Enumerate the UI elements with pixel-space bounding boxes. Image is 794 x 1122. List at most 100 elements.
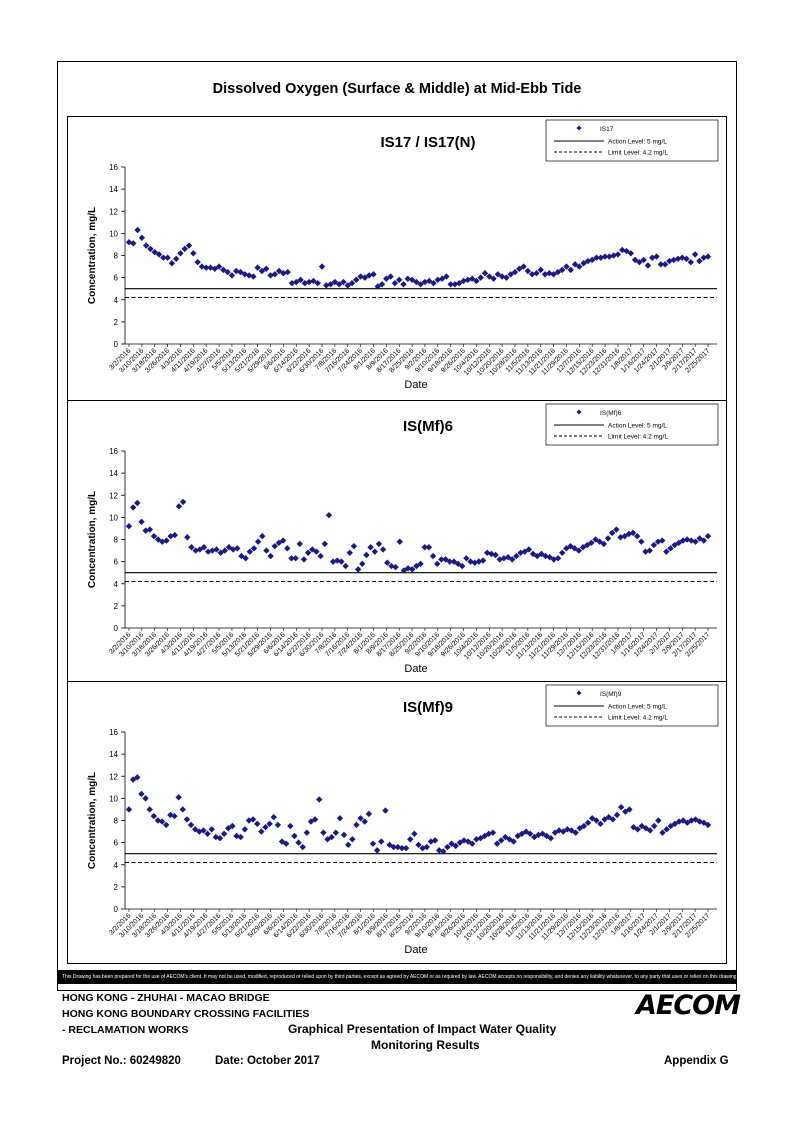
data-point [299,843,306,851]
data-point [378,838,385,845]
legend-limit-label: Limit Level: 4.2 mg/L [608,715,668,722]
y-tick-label: 8 [114,536,119,545]
data-point [353,276,360,284]
data-point [622,808,629,815]
data-point [619,246,626,254]
data-point [644,262,652,269]
data-point [336,815,344,822]
data-point [300,556,308,563]
y-tick-label: 14 [109,750,118,759]
data-point [342,562,349,570]
data-point [271,271,279,278]
data-point [183,816,191,823]
data-point [413,278,420,286]
y-tick-label: 0 [114,905,119,914]
data-point [370,271,377,278]
y-tick-label: 2 [114,318,119,327]
data-point [450,558,458,565]
data-point [325,511,333,519]
data-point [332,829,339,836]
data-point [533,270,540,277]
data-point [142,242,150,249]
data-point [291,832,298,840]
chart-title: IS(Mf)6 [403,418,453,435]
data-point [640,256,647,264]
report-date: Date: October 2017 [215,1055,320,1067]
data-point [576,263,583,270]
data-point [353,821,360,829]
data-point [579,544,587,551]
data-point [625,530,633,538]
data-point [331,278,339,286]
data-point [215,263,223,270]
data-point [522,828,530,835]
data-point [430,279,437,287]
data-point [704,253,712,260]
data-point [328,833,335,841]
y-tick-label: 12 [109,207,118,216]
data-point [613,811,621,819]
data-point [335,281,343,288]
data-point [606,253,613,260]
legend-series-label: IS(Mf)9 [600,691,622,698]
data-point [316,796,323,803]
data-point [172,255,180,263]
data-point [375,540,383,548]
y-tick-label: 4 [114,580,119,589]
data-point [275,267,283,275]
data-point [184,534,191,541]
data-point [288,279,296,287]
data-point [348,279,356,287]
project-name-line-3: - RECLAMATION WORKS [62,1024,189,1036]
data-point [354,566,362,573]
drawing-frame: Dissolved Oxygen (Surface & Middle) at M… [57,61,737,991]
data-point [513,552,520,560]
data-point [683,536,691,543]
data-point [560,828,567,835]
data-point [208,826,215,833]
data-point [398,844,406,852]
y-tick-label: 4 [114,861,119,870]
data-point [387,273,394,280]
data-point [284,545,291,552]
data-point [297,276,304,284]
project-name-line-2: HONG KONG BOUNDARY CROSSING FACILITIES [62,1008,310,1020]
chart-title: IS(Mf)9 [403,699,453,716]
data-point [580,260,587,267]
data-point [447,281,454,288]
data-point [154,536,162,543]
data-point [274,821,282,829]
data-point [503,274,510,281]
page-title: Dissolved Oxygen (Surface & Middle) at M… [212,81,582,97]
data-point [511,268,519,276]
data-point [303,829,311,836]
data-point [434,560,441,568]
data-point [468,275,476,282]
chart-legend: IS17 Action Level: 5 mg/L Limit Level: 4.2… [545,119,719,162]
data-point [617,804,625,811]
data-point [138,790,145,798]
data-point [267,552,274,560]
y-tick-label: 16 [109,447,118,456]
data-point [229,822,236,830]
data-point [653,253,660,260]
data-point [187,821,195,829]
data-point [320,829,327,836]
data-point [661,261,669,268]
data-point [649,254,656,261]
data-point [317,552,324,560]
data-point [237,833,244,841]
data-point [185,242,193,249]
data-point [396,538,403,545]
data-point [203,264,210,271]
data-point [363,551,370,559]
data-point [367,544,374,551]
data-point [142,795,149,802]
legend-marker-diamond [576,125,582,131]
data-point [287,822,294,830]
data-point [490,275,497,282]
data-point [340,278,347,286]
data-point [177,250,184,257]
data-point [481,270,489,277]
data-point [477,274,484,281]
